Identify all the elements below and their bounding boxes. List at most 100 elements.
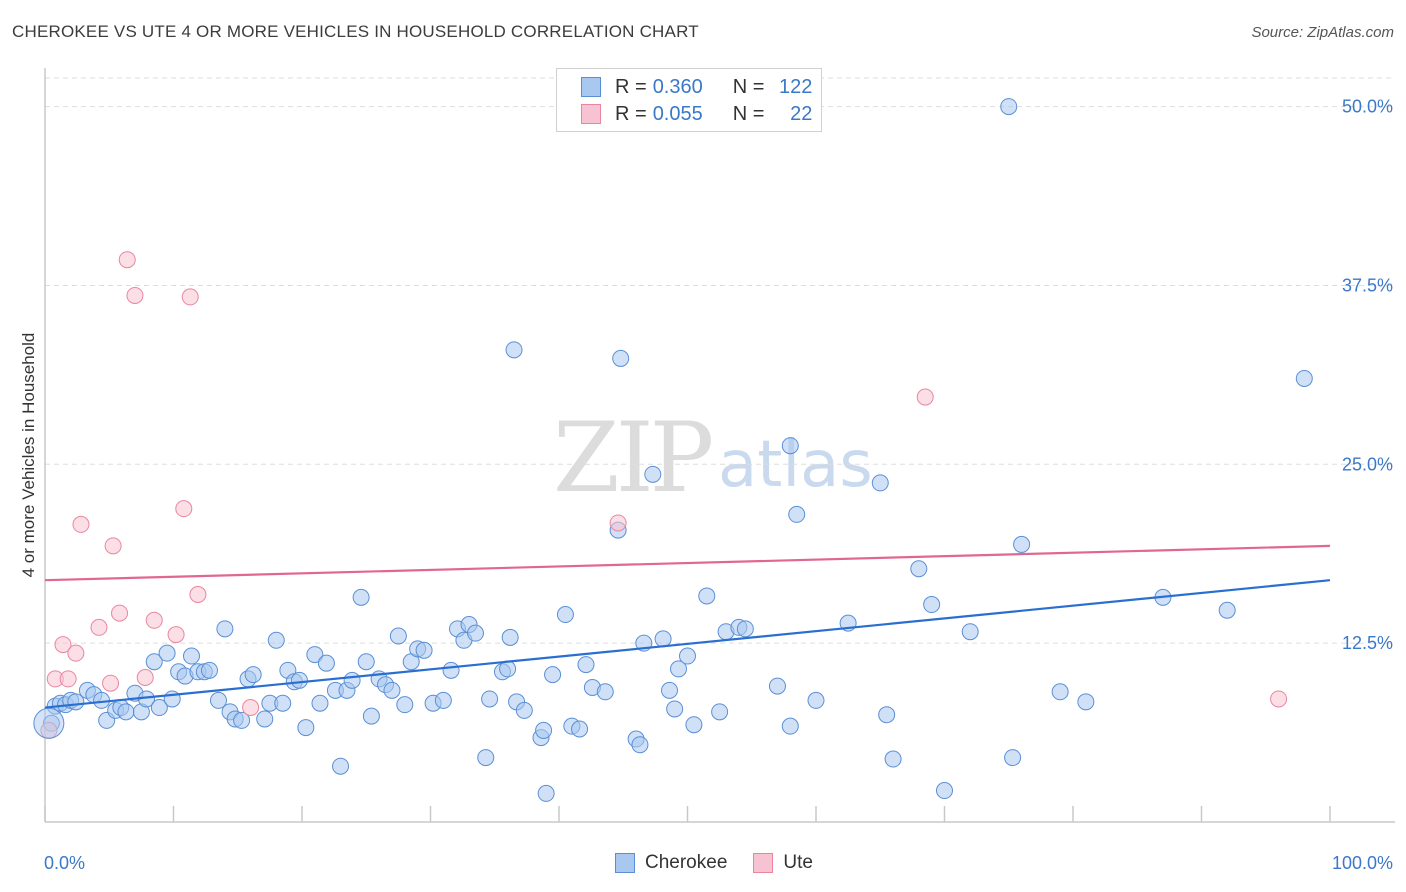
ute-swatch: [581, 104, 601, 124]
cherokee-point: [685, 716, 703, 734]
cherokee-point: [317, 654, 335, 672]
cherokee-point: [544, 666, 562, 684]
cherokee-point: [158, 644, 176, 662]
cherokee-point: [556, 606, 574, 624]
cherokee-point: [923, 596, 941, 614]
cherokee-point: [537, 784, 555, 802]
stats-legend: R = 0.360 N = 122 R = 0.055 N = 22: [556, 68, 822, 132]
ute-swatch: [753, 853, 774, 873]
cherokee-point: [1051, 683, 1069, 701]
cherokee-point: [631, 736, 649, 754]
y-tick-label: 25.0%: [1342, 454, 1393, 474]
source-label: Source: ZipAtlas.com: [1251, 24, 1394, 41]
cherokee-point: [661, 681, 679, 699]
ute-point: [609, 514, 627, 532]
cherokee-point: [535, 721, 553, 739]
ute-point: [167, 626, 185, 644]
ute-point: [1270, 690, 1288, 708]
cherokee-point: [311, 694, 329, 712]
ute-point: [90, 618, 108, 636]
legend-label-cherokee: Cherokee: [645, 852, 728, 873]
cherokee-point: [145, 653, 163, 671]
legend-n-label: N =: [732, 102, 765, 125]
cherokee-point: [505, 341, 523, 359]
cherokee-point: [768, 677, 786, 695]
cherokee-point: [871, 474, 889, 492]
cherokee-cluster-point: [33, 707, 65, 739]
ute-point: [72, 515, 90, 533]
legend-row-ute: R = 0.055 N = 22: [581, 101, 812, 127]
cherokee-point: [362, 707, 380, 725]
cherokee-point: [1295, 369, 1313, 387]
ute-point: [54, 636, 72, 654]
cherokee-point: [781, 437, 799, 455]
cherokee-point: [644, 465, 662, 483]
chart-title: CHEROKEE VS UTE 4 OR MORE VEHICLES IN HO…: [12, 22, 699, 41]
cherokee-point: [936, 782, 953, 800]
cherokee-point: [267, 631, 285, 649]
cherokee-point: [1004, 749, 1022, 767]
ute-trend-line: [44, 544, 1331, 582]
cherokee-point: [807, 691, 825, 709]
cherokee-point: [396, 696, 414, 714]
ute-point: [118, 251, 136, 269]
legend-r-value: 0.360: [652, 75, 703, 98]
cherokee-point: [389, 627, 407, 645]
cherokee-point: [884, 750, 902, 768]
cherokee-point: [788, 505, 806, 523]
cherokee-point: [515, 701, 533, 719]
cherokee-point: [711, 703, 729, 721]
cherokee-point: [466, 624, 484, 642]
ute-point: [104, 537, 122, 555]
ute-point: [242, 699, 260, 717]
legend-n-value: 122: [779, 75, 813, 98]
cherokee-point: [209, 691, 227, 709]
cherokee-point: [1218, 601, 1236, 619]
ute-point: [175, 500, 193, 518]
cherokee-point: [182, 647, 200, 665]
cherokee-point: [150, 699, 168, 717]
cherokee-point: [274, 694, 292, 712]
cherokee-point: [200, 661, 218, 679]
cherokee-point: [117, 703, 135, 721]
cherokee-point: [415, 641, 433, 659]
watermark-zip: ZIP: [553, 402, 714, 514]
legend-r-label: R =: [615, 102, 647, 125]
x-tick-label: 0.0%: [44, 853, 85, 873]
cherokee-point: [256, 710, 274, 728]
cherokee-point: [477, 749, 495, 767]
cherokee-point: [434, 691, 452, 709]
cherokee-point: [670, 660, 688, 678]
x-tick-label: 100.0%: [1332, 853, 1393, 873]
legend-label-ute: Ute: [783, 852, 813, 873]
ute-point: [67, 644, 85, 662]
y-axis-label: 4 or more Vehicles in Household: [19, 333, 38, 578]
ute-point: [111, 604, 129, 622]
y-tick-label: 12.5%: [1342, 633, 1393, 653]
ute-point: [102, 674, 120, 692]
cherokee-point: [1000, 98, 1018, 116]
cherokee-point: [577, 656, 595, 674]
cherokee-point: [1077, 693, 1095, 711]
legend-item-cherokee: Cherokee: [615, 852, 727, 874]
cherokee-point: [1013, 535, 1031, 553]
ute-point: [59, 670, 77, 688]
ute-point: [126, 286, 144, 304]
cherokee-point: [297, 719, 315, 737]
cherokee-point: [612, 349, 630, 367]
cherokee-point: [290, 671, 308, 689]
cherokee-point: [736, 620, 754, 638]
cherokee-point: [233, 711, 251, 729]
cherokee-point: [357, 653, 375, 671]
legend-n-value: 22: [790, 102, 813, 125]
cherokee-point: [679, 647, 696, 665]
cherokee-point: [383, 681, 401, 699]
cherokee-swatch: [581, 77, 601, 97]
ute-point: [145, 611, 163, 629]
series-legend: Cherokee Ute: [615, 852, 839, 874]
legend-r-value: 0.055: [652, 102, 703, 125]
cherokee-point: [878, 706, 896, 724]
y-tick-label: 37.5%: [1342, 275, 1393, 295]
cherokee-point: [654, 630, 672, 648]
